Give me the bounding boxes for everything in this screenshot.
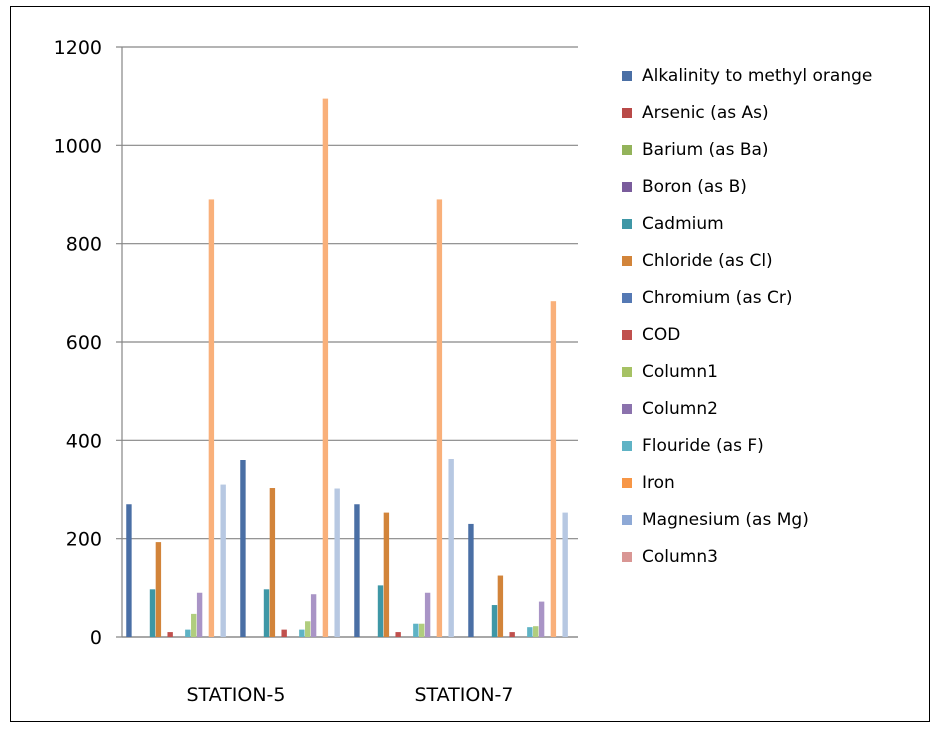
bar: [269, 488, 276, 637]
legend-item: Cadmium: [622, 210, 932, 247]
bar: [322, 98, 329, 637]
legend-swatch: [622, 478, 632, 488]
bar: [395, 632, 401, 637]
legend-label: Chromium (as Cr): [642, 288, 793, 308]
legend-swatch: [622, 404, 632, 414]
bar: [413, 623, 419, 637]
legend-item: Magnesium (as Mg): [622, 506, 932, 543]
x-category-label: STATION-5: [186, 684, 285, 706]
legend-swatch: [622, 145, 632, 155]
legend-item: Column3: [622, 543, 932, 580]
bar: [240, 460, 246, 637]
y-tick-label: 0: [90, 627, 102, 649]
bar: [562, 512, 568, 637]
bar: [491, 605, 498, 637]
bar: [419, 623, 425, 637]
legend-swatch: [622, 330, 632, 340]
legend-swatch: [622, 71, 632, 81]
legend-swatch: [622, 441, 632, 451]
y-tick-label: 1000: [54, 135, 102, 157]
legend-item: Iron: [622, 469, 932, 506]
legend-swatch: [622, 552, 632, 562]
legend-swatch: [622, 108, 632, 118]
bar: [191, 613, 197, 637]
bar: [208, 199, 215, 637]
bar: [448, 459, 454, 637]
y-tick-label: 600: [66, 332, 102, 354]
x-category-label: STATION-7: [414, 684, 513, 706]
bar: [383, 512, 390, 637]
bar: [196, 592, 203, 637]
bar: [126, 504, 132, 637]
bar: [436, 199, 443, 637]
legend-swatch: [622, 293, 632, 303]
legend-item: Arsenic (as As): [622, 99, 932, 136]
legend-label: Flouride (as F): [642, 436, 764, 456]
bar: [305, 621, 311, 637]
chart-frame: [10, 6, 930, 722]
bar: [509, 632, 515, 637]
bar: [377, 585, 384, 637]
bar: [149, 589, 156, 637]
bar: [527, 627, 533, 637]
legend-swatch: [622, 367, 632, 377]
legend-label: Column2: [642, 399, 718, 419]
bar: [424, 592, 431, 637]
legend-label: Iron: [642, 473, 675, 493]
legend-swatch: [622, 219, 632, 229]
bar: [354, 504, 360, 637]
bar: [220, 484, 226, 637]
legend-swatch: [622, 182, 632, 192]
bar: [550, 301, 557, 637]
legend-label: Boron (as B): [642, 177, 747, 197]
bar: [263, 589, 270, 637]
legend-label: Magnesium (as Mg): [642, 510, 809, 530]
legend-item: Chromium (as Cr): [622, 284, 932, 321]
legend-label: Alkalinity to methyl orange: [642, 66, 873, 86]
legend-swatch: [622, 515, 632, 525]
legend-item: Column1: [622, 358, 932, 395]
legend-label: Chloride (as Cl): [642, 251, 773, 271]
bar: [167, 632, 173, 637]
bar: [468, 523, 474, 637]
legend-label: Column3: [642, 547, 718, 567]
legend-label: Barium (as Ba): [642, 140, 769, 160]
legend-item: COD: [622, 321, 932, 358]
y-tick-label: 400: [66, 430, 102, 452]
y-tick-label: 800: [66, 234, 102, 256]
legend-label: Cadmium: [642, 214, 724, 234]
legend-item: Boron (as B): [622, 173, 932, 210]
legend-label: Arsenic (as As): [642, 103, 769, 123]
legend-item: Flouride (as F): [622, 432, 932, 469]
legend-item: Chloride (as Cl): [622, 247, 932, 284]
legend-item: Alkalinity to methyl orange: [622, 62, 932, 99]
legend-item: Column2: [622, 395, 932, 432]
y-tick-label: 200: [66, 529, 102, 551]
bar: [533, 626, 539, 637]
chart-legend: Alkalinity to methyl orange Arsenic (as A…: [622, 62, 932, 580]
bar: [497, 575, 504, 637]
bar: [281, 629, 287, 637]
legend-swatch: [622, 256, 632, 266]
bar: [185, 629, 191, 637]
legend-label: COD: [642, 325, 681, 345]
bar: [310, 594, 317, 637]
bar: [155, 542, 162, 637]
bar: [538, 601, 545, 637]
legend-item: Barium (as Ba): [622, 136, 932, 173]
y-tick-label: 1200: [54, 37, 102, 59]
bar: [334, 488, 340, 637]
bar: [299, 629, 305, 637]
legend-label: Column1: [642, 362, 718, 382]
chart-plot: 0 200 400 600 800 1000 1200 STATION-5 STATION-7: [54, 37, 578, 706]
